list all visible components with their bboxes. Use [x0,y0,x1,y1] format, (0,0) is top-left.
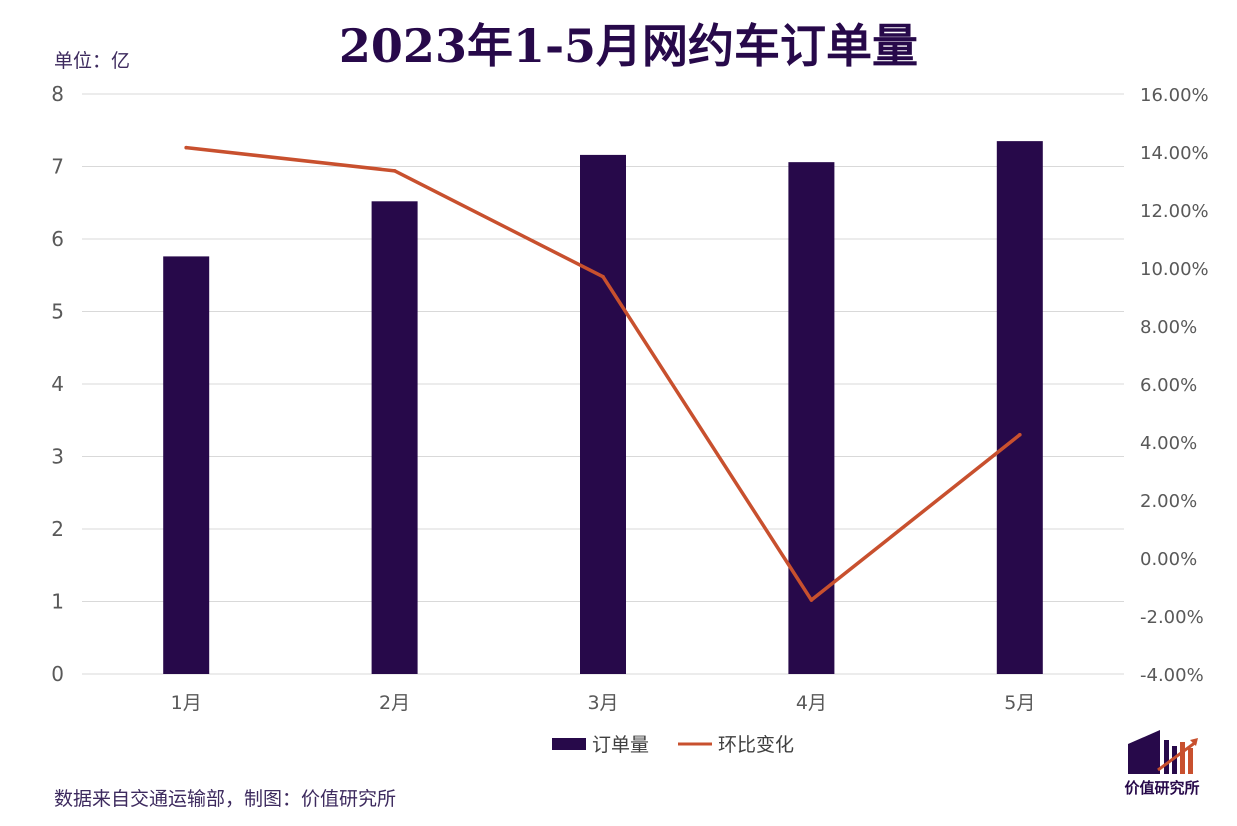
left-tick-label: 1 [51,590,64,614]
x-tick-label: 5月 [1004,692,1035,714]
left-tick-label: 5 [51,300,64,324]
x-tick-label: 2月 [379,692,410,714]
right-tick-label: 0.00% [1140,549,1197,570]
right-axis: -4.00% -2.00% 0.00% 2.00% 4.00% 6.00% 8.00% 10.… [1140,85,1209,686]
right-tick-label: 12.00% [1140,201,1209,222]
legend-line-label: 环比变化 [718,734,794,756]
line-point [392,169,397,173]
bar [371,201,418,675]
x-axis: 1月 2月 3月 4月 5月 [171,692,1036,714]
bar [580,154,626,674]
right-tick-label: 16.00% [1140,85,1209,106]
line-series [184,145,1022,602]
source-note: 数据来自交通运输部，制图：价值研究所 [54,788,397,810]
legend: 订单量 环比变化 [552,734,794,756]
left-tick-label: 0 [51,662,64,686]
unit-label: 单位：亿 [54,50,131,72]
right-tick-label: 2.00% [1140,491,1197,512]
bar [163,256,210,674]
left-axis: 0 1 2 3 4 5 6 7 8 [51,82,64,686]
brand-logo-icon [1128,730,1198,774]
left-tick-label: 2 [51,517,64,541]
chart-title: 2023年1-5月网约车订单量 [338,19,919,73]
right-tick-label: 6.00% [1140,375,1197,396]
right-tick-label: 14.00% [1140,143,1209,164]
line-point [809,598,814,602]
right-tick-label: 8.00% [1140,317,1197,338]
line-point [601,274,605,279]
bar-series [163,141,1043,675]
left-tick-label: 8 [51,82,64,106]
left-tick-label: 4 [51,372,64,396]
right-tick-label: 4.00% [1140,433,1197,454]
left-tick-label: 3 [51,445,64,469]
bar [996,141,1043,674]
line-point [1018,432,1022,437]
brand-name: 价值研究所 [1124,779,1200,797]
legend-bar-label: 订单量 [592,734,649,756]
legend-bar-swatch [552,738,586,750]
left-tick-label: 6 [51,227,64,251]
x-tick-label: 3月 [587,692,618,714]
x-tick-label: 1月 [171,692,202,714]
right-tick-label: 10.00% [1140,259,1209,280]
left-tick-label: 7 [51,155,64,179]
right-tick-label: -2.00% [1140,607,1204,628]
line-point [184,145,188,150]
right-tick-label: -4.00% [1140,665,1204,686]
x-tick-label: 4月 [796,692,827,714]
